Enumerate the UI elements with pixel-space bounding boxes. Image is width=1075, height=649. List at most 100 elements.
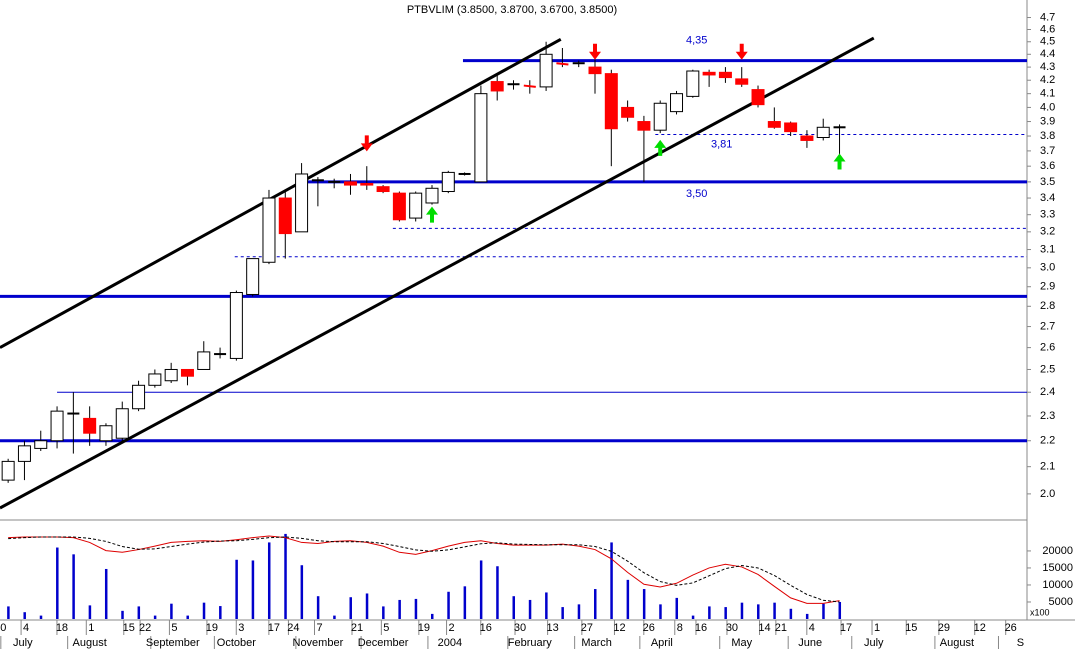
chart-title: PTBVLIM (3.8500, 3.8700, 3.6700, 3.8500) xyxy=(407,4,617,16)
month-label: October xyxy=(217,637,256,649)
oscillator-line xyxy=(8,535,840,604)
y-tick-label: 3.5 xyxy=(1040,176,1055,188)
volume-bar xyxy=(104,568,108,619)
buy-arrow xyxy=(654,139,667,156)
candle-body xyxy=(197,351,211,370)
volume-bar xyxy=(153,615,157,619)
sell-arrow xyxy=(589,43,602,60)
candle-body xyxy=(816,126,830,138)
candle-body xyxy=(1,460,15,481)
y-tick-label: 2.2 xyxy=(1040,435,1055,447)
x-tick-label: 1 xyxy=(874,622,880,634)
y-tick-label: 2.1 xyxy=(1040,461,1055,473)
y-tick-label: 3.1 xyxy=(1040,243,1055,255)
x-tick-label: 22 xyxy=(139,622,151,634)
x-tick-label: 29 xyxy=(938,622,950,634)
x-tick-label: 5 xyxy=(383,622,389,634)
volume-bar xyxy=(7,606,10,619)
candle-body xyxy=(556,62,569,66)
volume-unit: x100 xyxy=(1030,607,1050,617)
volume-bar xyxy=(333,615,336,619)
volume-bar xyxy=(626,579,630,619)
candle-body xyxy=(751,89,765,106)
volume-tick-label: 20000 xyxy=(1042,545,1073,557)
volume-bar xyxy=(594,589,597,619)
candle-body xyxy=(392,192,406,221)
y-tick-label: 4.1 xyxy=(1040,88,1055,100)
candle-body xyxy=(34,440,48,449)
x-tick-label: 15 xyxy=(123,622,135,634)
candle-body xyxy=(246,258,260,295)
volume-bar xyxy=(430,613,434,619)
volume-bar xyxy=(39,615,43,619)
volume-bar xyxy=(496,566,499,619)
candle-body xyxy=(523,84,536,88)
volume-bar xyxy=(642,589,646,619)
level-label: 3,50 xyxy=(686,188,707,200)
x-tick-label: 16 xyxy=(480,622,492,634)
x-tick-label: 21 xyxy=(775,622,787,634)
volume-bar xyxy=(186,615,189,619)
x-tick-label: 12 xyxy=(974,622,986,634)
volume-bar xyxy=(479,560,483,619)
volume-bar xyxy=(398,599,401,619)
volume-bar xyxy=(561,607,564,619)
y-tick-label: 4.2 xyxy=(1040,74,1055,86)
volume-bar xyxy=(251,560,255,619)
candle-body xyxy=(474,93,488,183)
candle-body xyxy=(670,93,684,113)
volume-bar xyxy=(447,591,450,619)
y-tick-label: 4.7 xyxy=(1040,11,1055,23)
candle-body xyxy=(425,187,439,204)
y-tick-label: 2.5 xyxy=(1040,363,1055,375)
y-tick-label: 3.7 xyxy=(1040,145,1055,157)
sell-arrow xyxy=(360,135,373,152)
x-tick-label: 17 xyxy=(840,622,852,634)
x-tick-label: 0 xyxy=(0,622,6,634)
month-label: April xyxy=(651,637,673,649)
candle-body xyxy=(702,71,716,76)
volume-bar xyxy=(88,605,92,619)
y-tick-label: 2.9 xyxy=(1040,281,1055,293)
x-tick-label: 30 xyxy=(726,622,738,634)
month-label: July xyxy=(864,637,884,649)
x-tick-label: 13 xyxy=(546,622,558,634)
y-tick-label: 4.3 xyxy=(1040,61,1055,73)
volume-bar xyxy=(365,593,369,619)
candle-body xyxy=(50,410,64,442)
y-tick-label: 3.9 xyxy=(1040,115,1055,127)
candle-body xyxy=(262,197,276,263)
y-tick-label: 2.6 xyxy=(1040,342,1055,354)
volume-bar xyxy=(822,603,825,619)
x-tick-label: 3 xyxy=(238,622,244,634)
y-tick-label: 2.0 xyxy=(1040,488,1055,500)
x-tick-label: 16 xyxy=(695,622,707,634)
x-tick-label: 30 xyxy=(514,622,526,634)
candle-body xyxy=(441,171,455,193)
candle-body xyxy=(686,70,700,97)
volume-bar xyxy=(170,603,173,619)
candle-body xyxy=(83,417,97,434)
y-tick-label: 3.2 xyxy=(1040,226,1055,238)
x-tick-label: 19 xyxy=(206,622,218,634)
x-tick-label: 15 xyxy=(905,622,917,634)
volume-bar xyxy=(773,602,776,619)
x-tick-label: 4 xyxy=(23,622,29,634)
x-tick-label: 8 xyxy=(677,622,683,634)
month-label: 2004 xyxy=(438,637,462,649)
month-label: S xyxy=(1017,637,1024,649)
volume-bar xyxy=(512,596,515,619)
candle-body xyxy=(180,368,194,377)
volume-bar xyxy=(300,565,304,619)
x-tick-label: 4 xyxy=(809,622,815,634)
x-tick-label: 18 xyxy=(56,622,68,634)
x-tick-label: 7 xyxy=(316,622,322,634)
candle-body xyxy=(718,71,732,79)
volume-tick-label: 15000 xyxy=(1042,562,1073,574)
volume-bar xyxy=(316,596,320,619)
volume-bar xyxy=(267,542,271,619)
x-tick-label: 26 xyxy=(643,622,655,634)
volume-bar xyxy=(528,599,532,619)
